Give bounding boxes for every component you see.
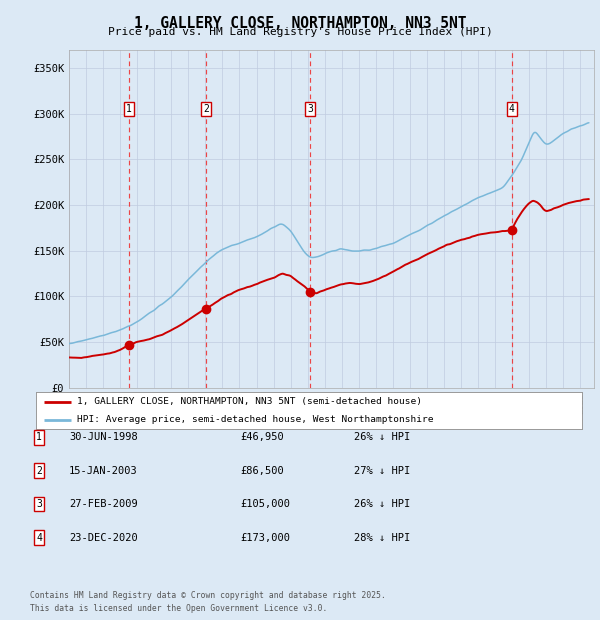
Text: £105,000: £105,000 [240, 499, 290, 509]
Text: 1, GALLERY CLOSE, NORTHAMPTON, NN3 5NT: 1, GALLERY CLOSE, NORTHAMPTON, NN3 5NT [134, 16, 466, 30]
Text: £173,000: £173,000 [240, 533, 290, 542]
Text: 23-DEC-2020: 23-DEC-2020 [69, 533, 138, 542]
Text: £46,950: £46,950 [240, 432, 284, 442]
Text: 1: 1 [126, 104, 131, 114]
Text: 27% ↓ HPI: 27% ↓ HPI [354, 466, 410, 476]
Text: This data is licensed under the Open Government Licence v3.0.: This data is licensed under the Open Gov… [30, 603, 328, 613]
Text: 27-FEB-2009: 27-FEB-2009 [69, 499, 138, 509]
Text: HPI: Average price, semi-detached house, West Northamptonshire: HPI: Average price, semi-detached house,… [77, 415, 433, 424]
Text: 2: 2 [203, 104, 209, 114]
Text: 3: 3 [36, 499, 42, 509]
Text: 28% ↓ HPI: 28% ↓ HPI [354, 533, 410, 542]
Text: 4: 4 [36, 533, 42, 542]
Text: 1: 1 [36, 432, 42, 442]
Text: £86,500: £86,500 [240, 466, 284, 476]
Text: 26% ↓ HPI: 26% ↓ HPI [354, 432, 410, 442]
Text: 30-JUN-1998: 30-JUN-1998 [69, 432, 138, 442]
Text: Contains HM Land Registry data © Crown copyright and database right 2025.: Contains HM Land Registry data © Crown c… [30, 591, 386, 600]
Text: 3: 3 [307, 104, 313, 114]
Text: 2: 2 [36, 466, 42, 476]
Text: 1, GALLERY CLOSE, NORTHAMPTON, NN3 5NT (semi-detached house): 1, GALLERY CLOSE, NORTHAMPTON, NN3 5NT (… [77, 397, 422, 406]
Text: Price paid vs. HM Land Registry's House Price Index (HPI): Price paid vs. HM Land Registry's House … [107, 27, 493, 37]
Text: 4: 4 [509, 104, 515, 114]
Text: 15-JAN-2003: 15-JAN-2003 [69, 466, 138, 476]
Text: 26% ↓ HPI: 26% ↓ HPI [354, 499, 410, 509]
